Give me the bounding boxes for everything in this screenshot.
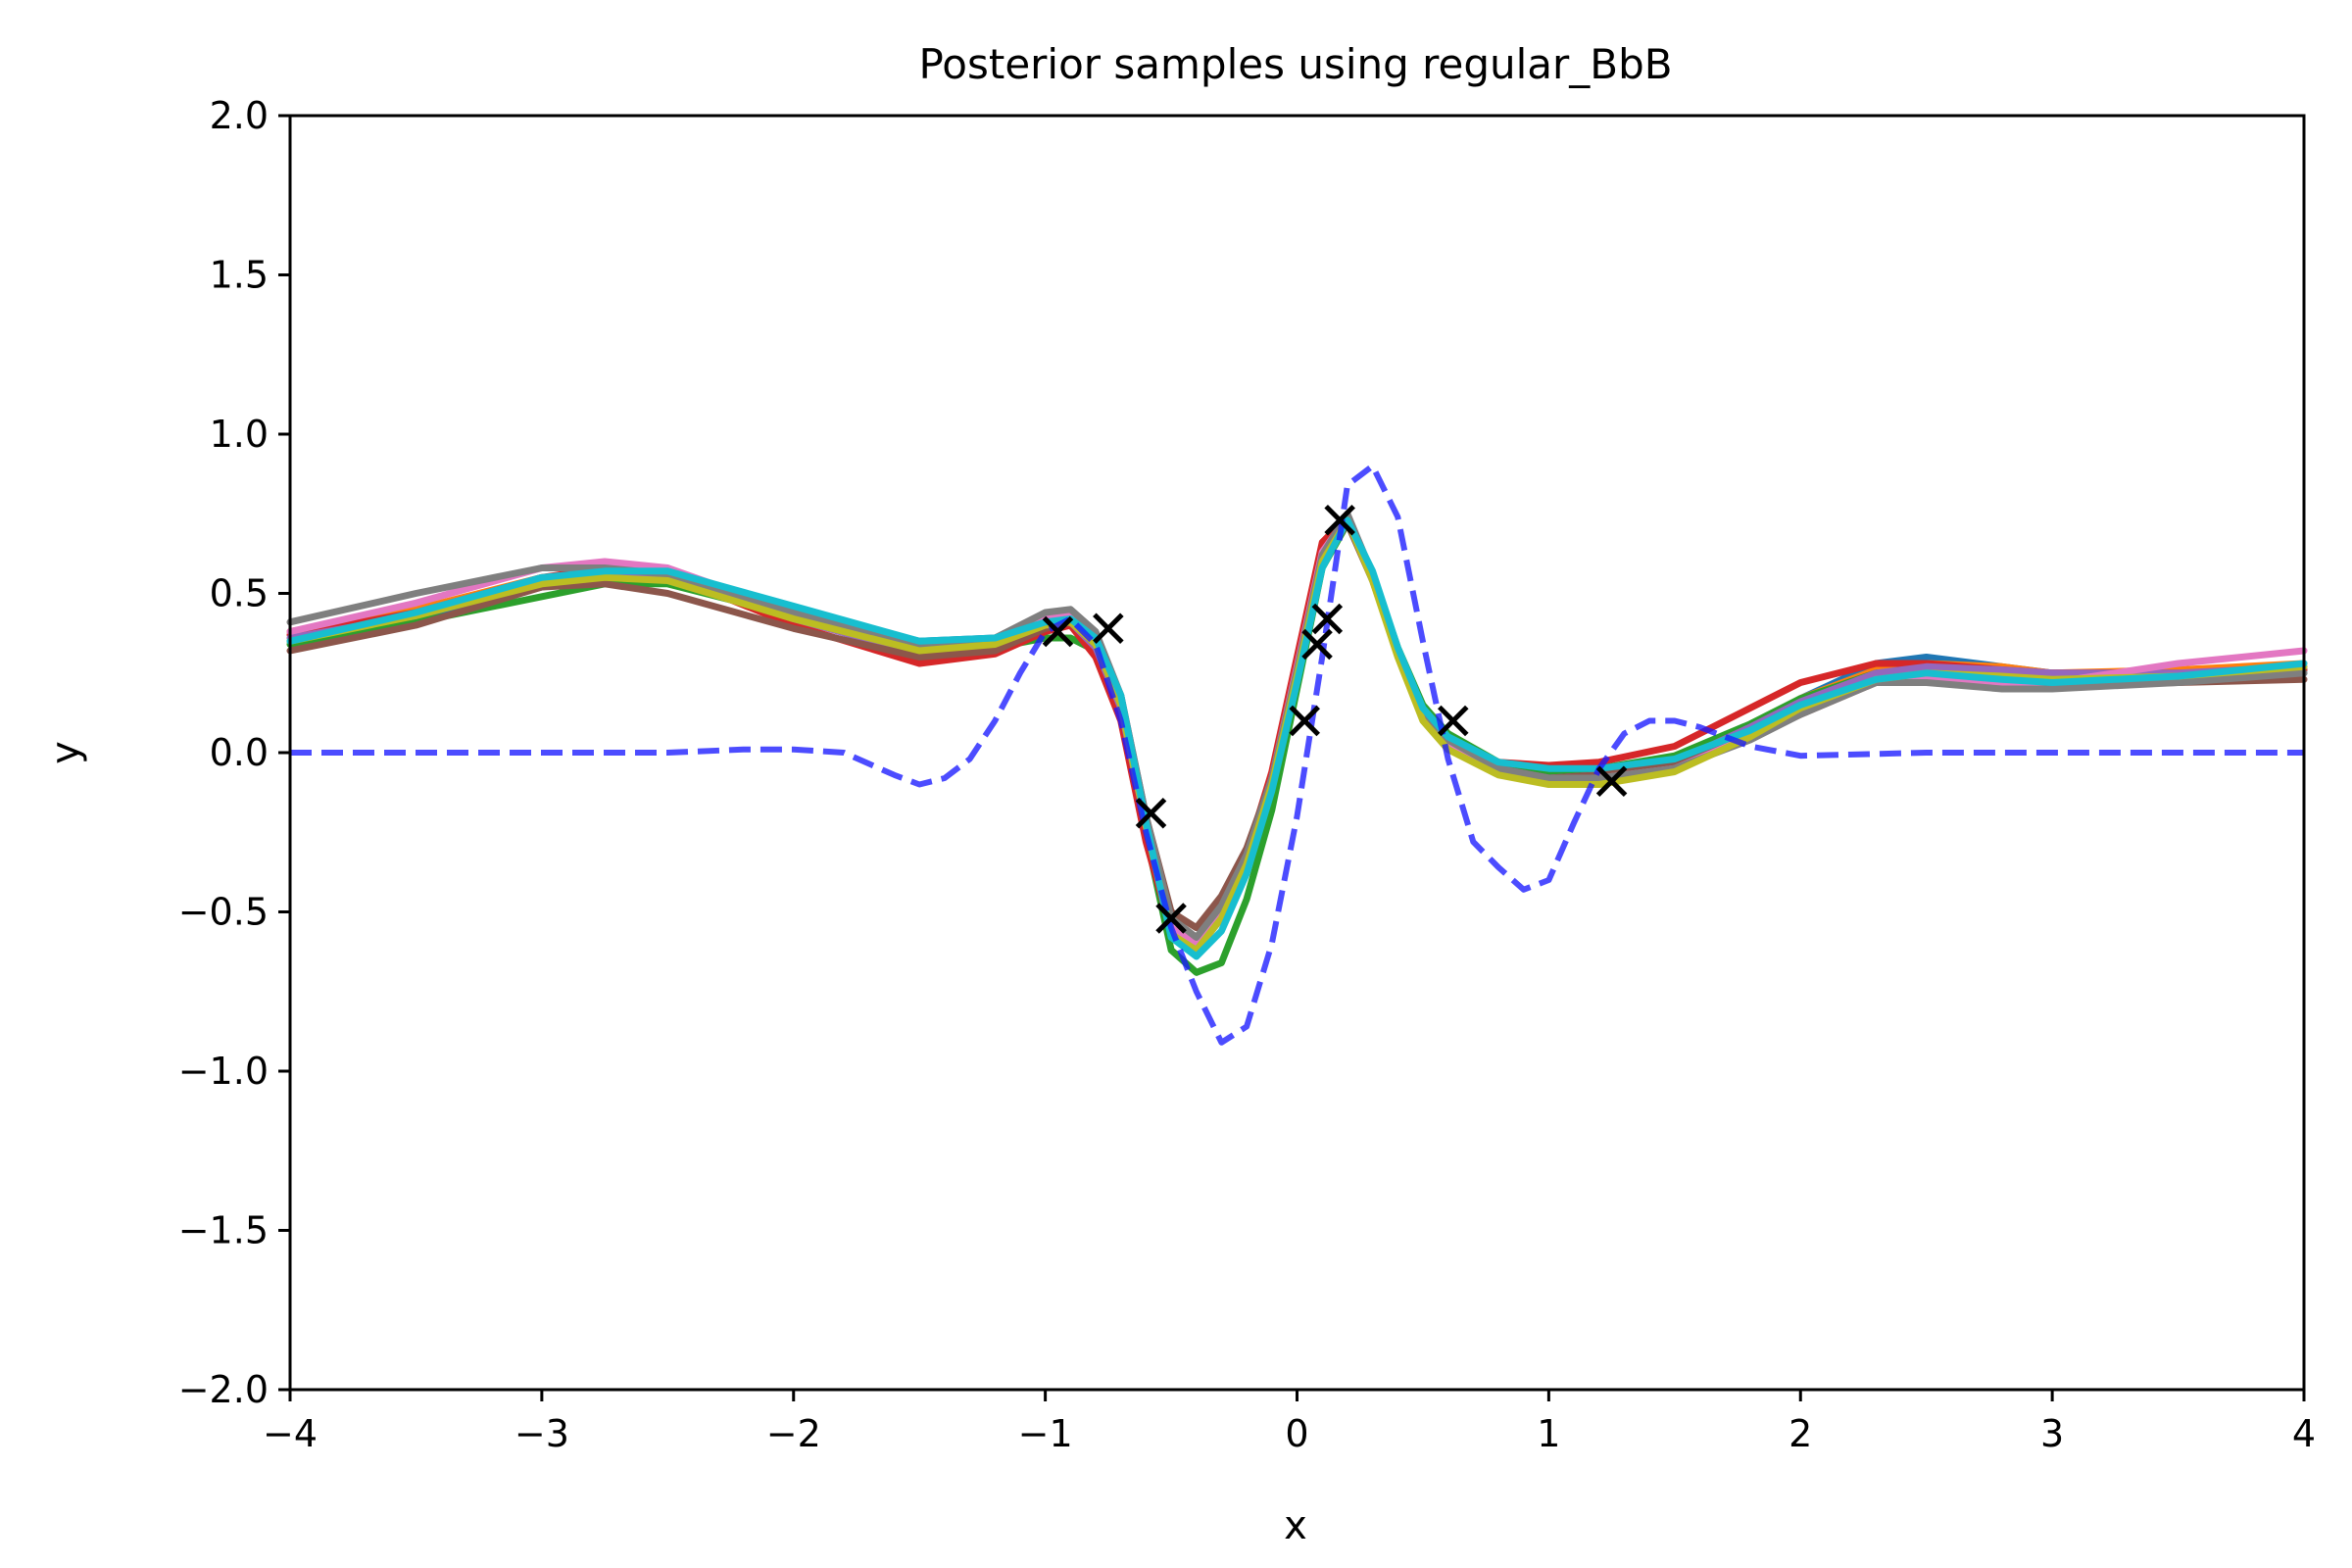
observation-marker [1289,705,1320,737]
x-axis-ticks: −4 −3 −2 −1 0 1 2 3 4 [263,1390,2316,1455]
x-tick-label: 4 [2292,1412,2316,1455]
y-axis-label: y [43,741,88,764]
true-function-dashed-line [290,463,2304,1046]
y-tick-label: 0.0 [210,731,269,774]
x-tick-label: 0 [1285,1412,1308,1455]
x-axis-label: x [1284,1503,1307,1548]
observation-marker [1311,603,1344,635]
observation-marker [1093,612,1124,645]
y-tick-label: 1.5 [210,254,269,297]
y-tick-label: 2.0 [210,94,269,137]
x-tick-label: 2 [1788,1412,1812,1455]
y-tick-label: −1.5 [178,1209,269,1252]
plot-lines [286,463,2308,1046]
x-tick-label: 1 [1537,1412,1560,1455]
x-tick-label: −2 [766,1412,821,1455]
x-tick-label: −3 [514,1412,569,1455]
y-tick-label: −2.0 [178,1368,269,1411]
observation-marker [1437,705,1469,737]
observation-marker [1135,797,1167,829]
x-tick-label: 3 [2040,1412,2064,1455]
observation-marker [1324,504,1355,536]
observation-marker [1155,903,1187,934]
y-tick-label: 1.0 [210,413,269,456]
x-tick-label: −4 [263,1412,318,1455]
observation-marker [1301,628,1333,661]
y-axis-ticks: 2.0 1.5 1.0 0.5 0.0 −0.5 −1.0 −1.5 −2.0 [178,94,290,1411]
observation-marker [1595,765,1628,798]
posterior-sample-line-10 [286,516,2308,960]
y-tick-label: −1.0 [178,1050,269,1093]
chart-title: Posterior samples using regular_BbB [918,40,1672,88]
x-tick-label: −1 [1018,1412,1073,1455]
y-tick-label: −0.5 [178,891,269,934]
observation-marker [1042,615,1074,648]
posterior-sample-line-3 [286,519,2308,976]
y-tick-label: 0.5 [210,572,269,615]
